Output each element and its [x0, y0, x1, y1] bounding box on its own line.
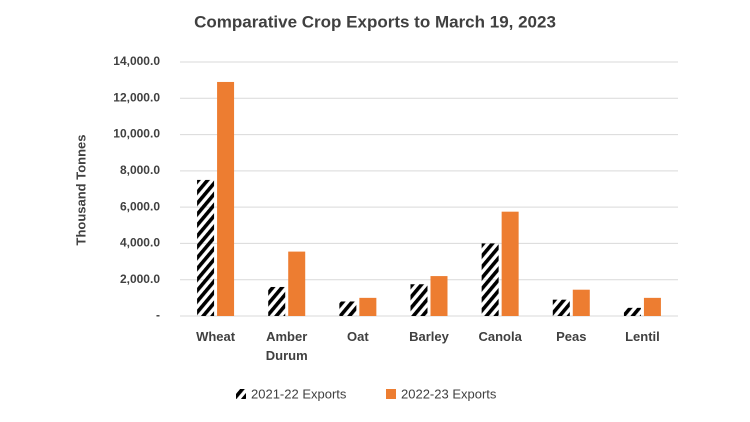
y-tick-label: 10,000.0 [113, 127, 160, 141]
x-tick-label: Amber Durum [265, 329, 308, 363]
bar [410, 284, 428, 316]
bar [359, 297, 377, 316]
y-tick-label: 8,000.0 [120, 163, 160, 177]
x-tick-label: Oat [347, 329, 369, 344]
y-tick-label: 6,000.0 [120, 199, 160, 213]
legend-swatch [236, 389, 246, 399]
bar [430, 276, 448, 316]
legend-swatch [386, 389, 396, 399]
y-axis-label: Thousand Tonnes [73, 135, 88, 246]
x-tick-label: Peas [556, 329, 587, 344]
y-tick-label: 12,000.0 [113, 90, 160, 104]
y-tick-label: 4,000.0 [120, 236, 160, 250]
x-tick-label: Canola [478, 329, 522, 344]
bar [288, 251, 306, 316]
bar [217, 81, 235, 316]
y-tick-label: - [156, 308, 160, 322]
x-tick-label: Barley [409, 329, 449, 344]
bar [552, 299, 570, 316]
bar [623, 307, 641, 316]
bar [572, 289, 590, 316]
x-tick-label: Wheat [196, 329, 236, 344]
bar [481, 243, 499, 316]
bar [268, 286, 286, 316]
y-tick-label: 14,000.0 [113, 54, 160, 68]
bar [197, 179, 215, 316]
legend-label: 2022-23 Exports [401, 386, 497, 401]
bar [501, 211, 519, 316]
chart-title: Comparative Crop Exports to March 19, 20… [194, 12, 556, 31]
x-tick-label: Lentil [625, 329, 660, 344]
bar [643, 297, 661, 316]
bar [339, 301, 357, 316]
legend-label: 2021-22 Exports [251, 386, 347, 401]
y-tick-label: 2,000.0 [120, 272, 160, 286]
